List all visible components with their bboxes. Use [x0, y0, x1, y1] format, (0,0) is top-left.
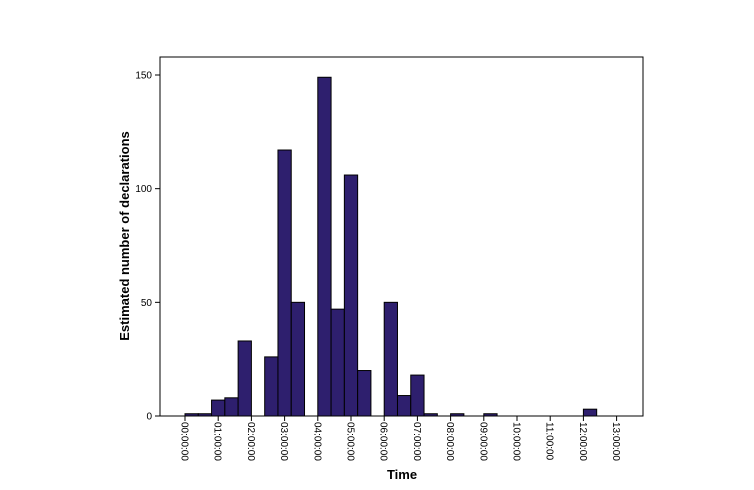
y-tick-label: 50	[141, 298, 153, 309]
x-tick-label: 12:00:00	[577, 422, 588, 461]
histogram-bar	[211, 399, 226, 417]
plot-area	[159, 56, 644, 417]
histogram-bar	[277, 149, 292, 417]
histogram-bar	[383, 301, 398, 417]
histogram-bar	[450, 413, 465, 417]
histogram-bar	[264, 356, 279, 417]
x-tick-label: 02:00:00	[245, 422, 256, 461]
x-tick-label: 04:00:00	[311, 422, 322, 461]
x-axis-title: Time	[387, 467, 417, 482]
histogram-bar	[197, 413, 213, 417]
histogram-bar	[483, 413, 498, 417]
bars-group	[184, 76, 598, 417]
y-tick-label: 150	[135, 71, 152, 82]
histogram-bar	[317, 76, 332, 417]
histogram-bar	[343, 174, 359, 417]
x-tick-label: 10:00:00	[511, 422, 522, 461]
y-axis-ticks: 0 50 100 150	[135, 71, 160, 423]
histogram-bar	[224, 397, 239, 417]
y-tick-label: 0	[146, 412, 152, 423]
histogram-bar	[290, 301, 306, 417]
x-tick-label: 06:00:00	[378, 422, 389, 461]
x-tick-label: 01:00:00	[212, 422, 223, 461]
histogram-bar	[330, 308, 345, 417]
x-tick-label: 05:00:00	[345, 422, 356, 461]
histogram-bar	[237, 340, 252, 417]
histogram-bar	[396, 395, 412, 417]
x-axis-ticks: 00:00:00 01:00:00 02:00:00 03:00:00 04:00:00…	[179, 416, 621, 461]
histogram-bar	[423, 413, 438, 417]
histogram-bar	[184, 413, 199, 417]
y-tick-label: 100	[135, 184, 152, 195]
x-tick-label: 07:00:00	[411, 422, 422, 461]
histogram-bar	[410, 374, 425, 417]
x-tick-label: 00:00:00	[179, 422, 190, 461]
x-tick-label: 13:00:00	[610, 422, 621, 461]
x-tick-label: 11:00:00	[544, 422, 555, 461]
x-tick-label: 09:00:00	[477, 422, 488, 461]
x-tick-label: 08:00:00	[444, 422, 455, 461]
y-axis-title: Estimated number of declarations	[117, 131, 132, 341]
x-tick-label: 03:00:00	[278, 422, 289, 461]
histogram-bar	[582, 408, 598, 417]
histogram-bar	[357, 370, 372, 417]
